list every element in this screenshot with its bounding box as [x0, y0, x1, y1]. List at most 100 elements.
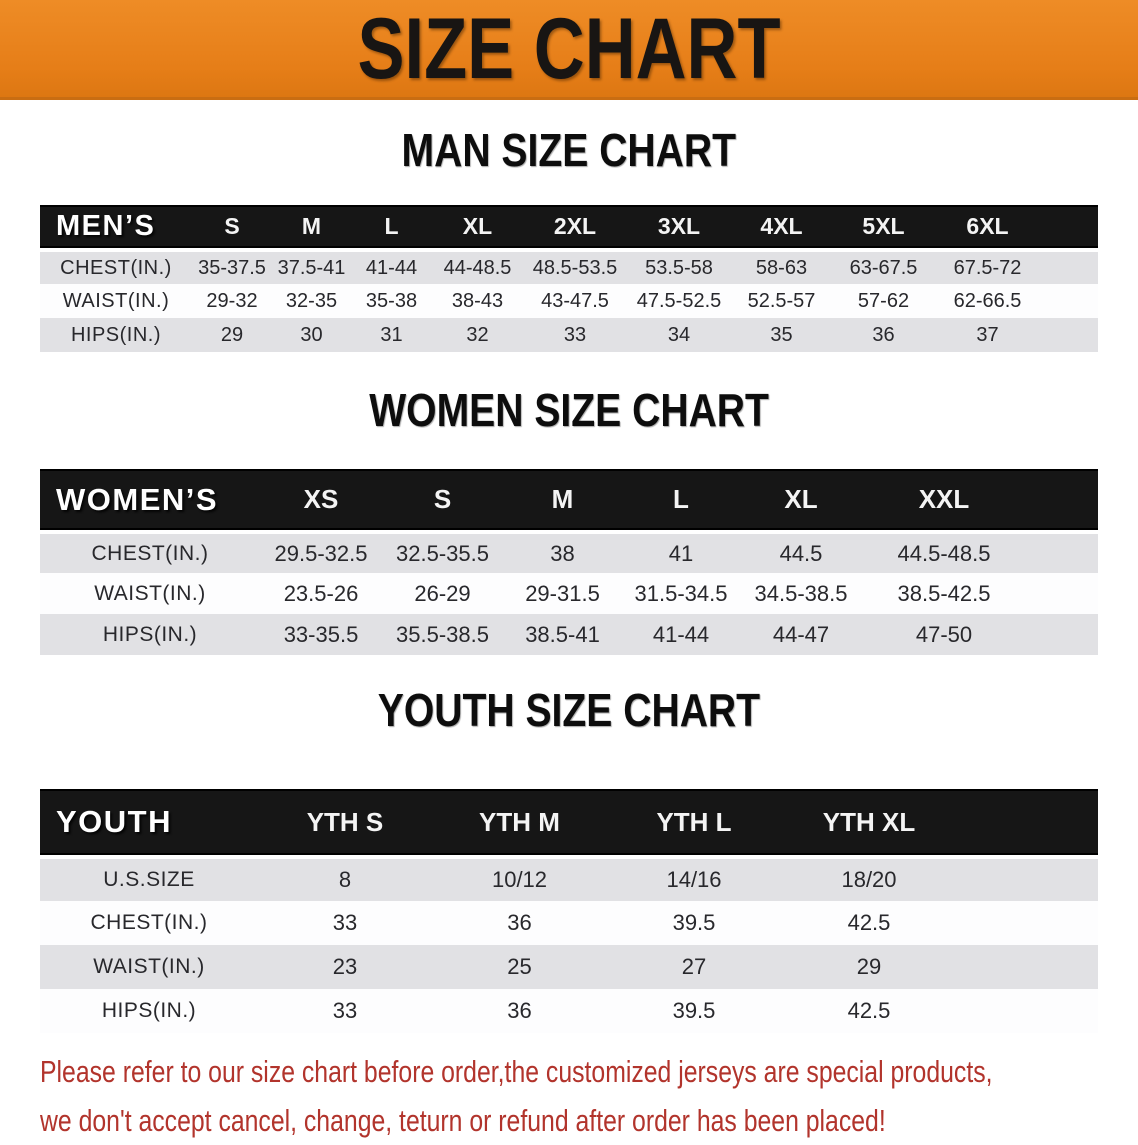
size-value: 41-44 — [622, 614, 740, 655]
size-column-header: 2XL — [523, 205, 627, 252]
size-value: 29-31.5 — [503, 573, 622, 614]
size-column-header: YTH S — [258, 789, 432, 859]
row-filler — [957, 989, 1098, 1033]
size-value: 36 — [432, 901, 607, 945]
table-header-row: WOMEN’S XS S M L XL XXL — [40, 469, 1098, 534]
size-value: 53.5-58 — [627, 250, 731, 284]
table-row: WAIST(IN.) 23.5-26 26-29 29-31.5 31.5-34.5 34… — [40, 573, 1098, 614]
table-row: HIPS(IN.) 29 30 31 32 33 34 35 36 37 — [40, 318, 1098, 352]
size-value: 44-47 — [740, 614, 862, 655]
size-value: 23.5-26 — [260, 573, 382, 614]
size-value: 29.5-32.5 — [260, 532, 382, 573]
size-value: 34.5-38.5 — [740, 573, 862, 614]
row-label: HIPS(IN.) — [40, 614, 260, 655]
size-column-header: L — [351, 205, 432, 252]
size-value: 33 — [523, 318, 627, 352]
men-section-title-text: MAN SIZE CHART — [401, 124, 737, 176]
size-value: 33 — [258, 901, 432, 945]
row-filler — [957, 901, 1098, 945]
size-value: 31 — [351, 318, 432, 352]
size-column-header: S — [192, 205, 272, 252]
size-value: 34 — [627, 318, 731, 352]
size-column-header: 4XL — [731, 205, 832, 252]
women-size-section: WOMEN SIZE CHART WOMEN’S XS S M L XL XXL CHEST(… — [0, 386, 1138, 655]
table-row: U.S.SIZE 8 10/12 14/16 18/20 — [40, 857, 1098, 901]
size-column-header: L — [622, 469, 740, 534]
size-column-header: 6XL — [935, 205, 1040, 252]
size-value: 37 — [935, 318, 1040, 352]
size-value: 23 — [258, 945, 432, 989]
table-header-row: YOUTH YTH S YTH M YTH L YTH XL — [40, 789, 1098, 859]
size-value: 44.5 — [740, 532, 862, 573]
size-column-header: M — [503, 469, 622, 534]
size-chart-banner: SIZE CHART — [0, 0, 1138, 100]
size-value: 14/16 — [607, 857, 781, 901]
size-value: 62-66.5 — [935, 284, 1040, 318]
size-value: 43-47.5 — [523, 284, 627, 318]
size-value: 41 — [622, 532, 740, 573]
size-column-header: 3XL — [627, 205, 731, 252]
table-group-label: MEN’S — [40, 205, 192, 252]
size-value: 18/20 — [781, 857, 957, 901]
row-filler — [1026, 614, 1098, 655]
size-column-header: YTH L — [607, 789, 781, 859]
men-size-table: MEN’S S M L XL 2XL 3XL 4XL 5XL 6XL CHEST(IN.) 35-37… — [40, 205, 1098, 352]
header-filler — [1040, 205, 1098, 252]
size-value: 44-48.5 — [432, 250, 523, 284]
row-label: HIPS(IN.) — [40, 318, 192, 352]
disclaimer: Please refer to our size chart before or… — [40, 1047, 1138, 1145]
table-row: CHEST(IN.) 33 36 39.5 42.5 — [40, 901, 1098, 945]
size-column-header: S — [382, 469, 503, 534]
row-label: WAIST(IN.) — [40, 573, 260, 614]
women-size-table: WOMEN’S XS S M L XL XXL CHEST(IN.) 29.5-32.5 32.5… — [40, 469, 1098, 655]
size-value: 25 — [432, 945, 607, 989]
row-label: HIPS(IN.) — [40, 989, 258, 1033]
row-label: CHEST(IN.) — [40, 250, 192, 284]
size-value: 35-37.5 — [192, 250, 272, 284]
men-section-title: MAN SIZE CHART — [0, 126, 1138, 183]
size-value: 44.5-48.5 — [862, 532, 1026, 573]
size-value: 30 — [272, 318, 351, 352]
women-section-title: WOMEN SIZE CHART — [0, 386, 1138, 443]
size-value: 38.5-41 — [503, 614, 622, 655]
women-section-title-text: WOMEN SIZE CHART — [369, 384, 769, 436]
size-value: 10/12 — [432, 857, 607, 901]
men-size-section: MAN SIZE CHART MEN’S S M L XL 2XL 3XL 4XL 5XL 6XL… — [0, 126, 1138, 352]
size-value: 29-32 — [192, 284, 272, 318]
size-column-header: YTH XL — [781, 789, 957, 859]
size-value: 57-62 — [832, 284, 935, 318]
size-value: 27 — [607, 945, 781, 989]
size-column-header: M — [272, 205, 351, 252]
size-value: 52.5-57 — [731, 284, 832, 318]
row-label: CHEST(IN.) — [40, 532, 260, 573]
table-row: WAIST(IN.) 29-32 32-35 35-38 38-43 43-47.5 47.… — [40, 284, 1098, 318]
size-value: 31.5-34.5 — [622, 573, 740, 614]
size-value: 63-67.5 — [832, 250, 935, 284]
row-filler — [957, 945, 1098, 989]
size-value: 35 — [731, 318, 832, 352]
table-row: CHEST(IN.) 35-37.5 37.5-41 41-44 44-48.5 48.5… — [40, 250, 1098, 284]
disclaimer-line-2: we don't accept cancel, change, teturn o… — [40, 1103, 886, 1138]
row-filler — [1040, 250, 1098, 284]
size-column-header: XL — [432, 205, 523, 252]
size-value: 29 — [192, 318, 272, 352]
size-column-header: XXL — [862, 469, 1026, 534]
table-group-label: YOUTH — [40, 789, 258, 859]
size-value: 35.5-38.5 — [382, 614, 503, 655]
size-value: 67.5-72 — [935, 250, 1040, 284]
youth-section-title: YOUTH SIZE CHART — [0, 686, 1138, 743]
size-column-header: XL — [740, 469, 862, 534]
size-value: 48.5-53.5 — [523, 250, 627, 284]
row-filler — [1026, 573, 1098, 614]
size-value: 33-35.5 — [260, 614, 382, 655]
size-column-header: 5XL — [832, 205, 935, 252]
row-label: U.S.SIZE — [40, 857, 258, 901]
size-value: 38 — [503, 532, 622, 573]
header-filler — [1026, 469, 1098, 534]
size-value: 37.5-41 — [272, 250, 351, 284]
row-filler — [1026, 532, 1098, 573]
size-value: 41-44 — [351, 250, 432, 284]
table-row: HIPS(IN.) 33 36 39.5 42.5 — [40, 989, 1098, 1033]
size-value: 32.5-35.5 — [382, 532, 503, 573]
size-value: 38-43 — [432, 284, 523, 318]
